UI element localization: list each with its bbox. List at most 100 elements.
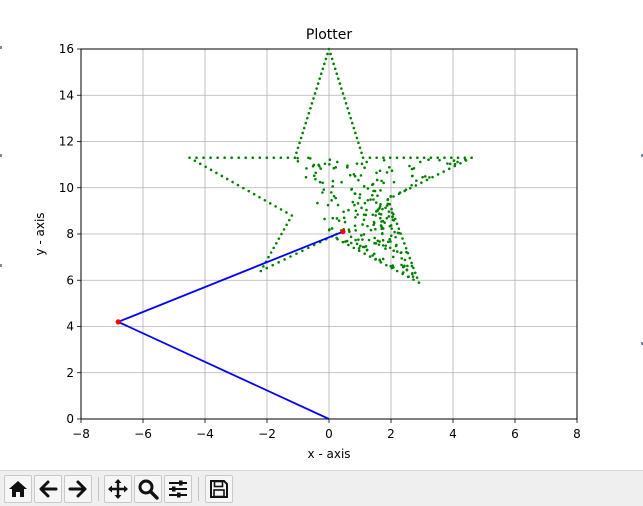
trace-point xyxy=(330,57,334,61)
trace-point xyxy=(447,167,451,171)
trace-point xyxy=(381,244,385,247)
y-tick-label: 10 xyxy=(59,181,74,195)
trace-point xyxy=(427,158,430,162)
trace-point xyxy=(285,223,288,227)
trace-point xyxy=(417,281,421,284)
save-button[interactable] xyxy=(205,475,233,503)
trace-point xyxy=(259,269,263,273)
trace-point xyxy=(411,174,414,178)
trace-point xyxy=(354,209,358,213)
trace-point xyxy=(463,156,467,159)
trace-point xyxy=(341,92,345,95)
trace-point xyxy=(422,156,426,159)
trace-point xyxy=(337,219,341,222)
arrow-left-icon xyxy=(39,480,58,498)
trace-point xyxy=(378,169,382,173)
trace-point xyxy=(379,261,383,264)
chart: −8 −6 −4 −2 0 2 4 6 8 0 2 4 6 8 10 12 14 16 Plotter x - … xyxy=(33,27,581,461)
trace-point xyxy=(267,255,270,259)
trace-point xyxy=(305,167,308,170)
y-tick-label: 6 xyxy=(66,273,74,287)
back-button[interactable] xyxy=(34,475,62,503)
trace-point xyxy=(289,255,292,258)
trace-point xyxy=(285,211,288,214)
trace-point xyxy=(323,217,326,221)
trace-point xyxy=(360,151,363,155)
trace-point xyxy=(290,214,294,217)
trace-point xyxy=(335,217,339,220)
trace-point xyxy=(327,47,331,51)
trace-point xyxy=(357,246,361,250)
trace-point xyxy=(369,228,373,232)
trace-point xyxy=(405,268,409,272)
trace-point xyxy=(470,156,473,159)
trace-point xyxy=(237,156,240,159)
trace-point xyxy=(310,102,314,105)
trace-point xyxy=(277,261,280,264)
trace-point xyxy=(405,250,408,254)
trace-point xyxy=(349,235,353,239)
trace-point xyxy=(312,174,316,178)
trace-point xyxy=(317,163,320,167)
trace-point xyxy=(366,198,370,202)
window-edge-mark xyxy=(0,154,2,157)
configure-subplots-button[interactable] xyxy=(164,475,192,503)
trace-point xyxy=(389,195,393,198)
trace-point xyxy=(282,228,286,231)
trace-point xyxy=(384,247,387,250)
trace-point xyxy=(332,166,336,170)
trace-point xyxy=(386,198,389,202)
trace-point xyxy=(381,207,384,211)
trace-point xyxy=(336,203,340,207)
forward-button[interactable] xyxy=(64,475,92,503)
trace-point xyxy=(436,156,439,159)
trace-point xyxy=(269,251,273,254)
trace-point xyxy=(342,216,346,220)
trace-point xyxy=(354,238,357,242)
trace-point xyxy=(362,233,366,236)
trace-point xyxy=(314,171,318,175)
home-button[interactable] xyxy=(4,475,32,503)
y-tick-label: 14 xyxy=(59,88,74,102)
trace-point xyxy=(364,213,368,217)
trace-point xyxy=(407,275,410,278)
x-tick-label: 8 xyxy=(573,427,581,441)
zoom-button[interactable] xyxy=(134,475,162,503)
trace-point xyxy=(301,131,304,135)
trace-point xyxy=(365,160,369,164)
trace-point xyxy=(369,198,372,201)
trace-point xyxy=(332,62,335,66)
trace-point xyxy=(404,188,408,191)
trace-point xyxy=(414,184,418,187)
trace-point xyxy=(328,228,331,231)
trace-point xyxy=(378,240,381,243)
x-tick-label: −4 xyxy=(196,427,214,441)
trace-point xyxy=(380,232,384,236)
trace-point xyxy=(336,160,339,164)
trace-point xyxy=(225,177,229,181)
trace-point xyxy=(394,244,398,248)
trace-point xyxy=(395,156,399,159)
trace-point xyxy=(368,255,372,258)
trace-point xyxy=(371,213,375,217)
trace-point xyxy=(429,156,433,159)
trace-point xyxy=(354,131,357,135)
y-tick-label: 0 xyxy=(66,412,74,426)
trace-point xyxy=(443,156,446,159)
pan-button[interactable] xyxy=(104,475,132,503)
y-tick-label: 16 xyxy=(59,42,74,56)
trace-point xyxy=(318,77,322,80)
trace-point xyxy=(295,151,298,155)
trace-point xyxy=(395,250,399,253)
trace-point xyxy=(350,187,354,191)
trace-point xyxy=(411,275,415,278)
trace-point xyxy=(355,162,359,165)
trace-point xyxy=(209,168,213,172)
trace-point xyxy=(321,191,324,194)
trace-point xyxy=(374,214,377,217)
trace-point xyxy=(302,126,306,130)
trace-point xyxy=(390,211,394,214)
trace-point xyxy=(383,221,386,224)
trace-point xyxy=(258,195,261,199)
trace-point xyxy=(428,176,431,179)
